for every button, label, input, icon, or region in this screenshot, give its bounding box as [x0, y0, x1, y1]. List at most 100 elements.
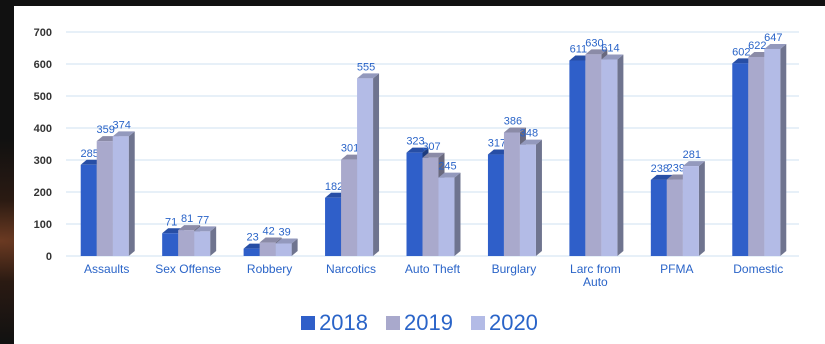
legend-swatch	[386, 316, 401, 330]
bar	[748, 56, 765, 257]
data-label: 602	[732, 46, 750, 58]
data-label: 555	[357, 61, 375, 73]
data-label: 647	[764, 32, 782, 44]
legend-label: 2018	[319, 310, 369, 335]
x-tick-label: Sex Offense	[155, 262, 221, 276]
data-label: 317	[488, 138, 506, 150]
y-tick-label: 600	[34, 59, 52, 71]
bar-top	[764, 43, 787, 49]
bar	[503, 132, 520, 256]
data-label: 23	[246, 232, 258, 244]
data-label: 301	[341, 143, 359, 155]
x-tick-label: PFMA	[660, 262, 693, 276]
bar-side	[454, 172, 461, 256]
data-label: 281	[683, 149, 701, 161]
bar-top	[601, 54, 624, 60]
x-tick-label: Auto Theft	[405, 262, 461, 276]
data-label: 245	[438, 161, 456, 173]
data-label: 285	[81, 148, 99, 160]
bar	[569, 60, 586, 257]
data-label: 307	[422, 141, 440, 153]
bar-top	[503, 127, 526, 133]
data-label: 71	[165, 216, 177, 228]
legend-item: 2020	[470, 310, 538, 336]
bar-top	[682, 161, 705, 167]
data-label: 386	[504, 115, 522, 127]
bar-top	[438, 172, 461, 178]
data-label: 611	[570, 43, 588, 55]
bar-top	[585, 49, 608, 55]
data-label: 42	[262, 226, 274, 238]
bar	[325, 197, 342, 256]
data-label: 239	[667, 163, 685, 175]
bar-top	[519, 139, 542, 145]
x-tick-label: Larc from Auto	[570, 262, 621, 289]
y-tick-label: 700	[34, 27, 52, 39]
bar-side	[535, 139, 542, 256]
bar	[259, 242, 276, 256]
y-tick-label: 200	[34, 187, 52, 199]
bar-side	[617, 54, 624, 256]
data-label: 39	[278, 227, 290, 239]
bar	[406, 152, 423, 256]
legend-label: 2019	[404, 310, 453, 335]
bar	[764, 48, 781, 257]
bar-top	[650, 174, 673, 180]
bar	[112, 136, 129, 256]
bar	[162, 233, 179, 256]
data-label: 238	[651, 163, 669, 175]
data-label: 77	[197, 214, 209, 226]
legend-swatch	[301, 316, 316, 330]
bar	[487, 154, 504, 256]
bar	[732, 63, 749, 256]
bar-side	[373, 73, 380, 257]
bar-top	[178, 225, 201, 231]
x-tick-label: Assaults	[84, 262, 129, 276]
bar-top	[112, 131, 135, 137]
bar-top	[194, 226, 217, 232]
data-label: 323	[406, 136, 424, 148]
bar-top	[406, 147, 429, 153]
bar-side	[291, 238, 298, 256]
bar	[438, 177, 455, 256]
legend-item: 2018	[301, 310, 368, 336]
bar-side	[128, 131, 135, 256]
data-label: 622	[748, 40, 766, 52]
bar	[519, 144, 536, 256]
bar-side	[210, 226, 217, 256]
bar	[585, 54, 602, 257]
bar-top	[259, 237, 282, 243]
bar	[357, 78, 374, 257]
bar	[80, 164, 97, 256]
x-tick-label: Burglary	[492, 262, 537, 276]
x-tick-label: Domestic	[733, 262, 783, 276]
bar-top	[357, 73, 380, 79]
bar	[178, 230, 195, 256]
legend-swatch	[470, 316, 485, 330]
bar	[194, 231, 211, 256]
y-tick-label: 300	[34, 155, 52, 167]
x-tick-label: Robbery	[247, 262, 292, 276]
data-label: 81	[181, 213, 193, 225]
y-tick-label: 0	[46, 251, 52, 263]
bar	[96, 141, 113, 256]
data-label: 374	[113, 119, 131, 131]
data-label: 359	[97, 124, 115, 136]
legend-label: 2020	[488, 310, 538, 335]
data-label: 348	[520, 128, 538, 140]
bar	[601, 59, 618, 256]
bar	[682, 166, 699, 256]
data-label: 630	[585, 37, 603, 49]
bar-top	[275, 238, 298, 244]
bar	[666, 179, 683, 256]
y-tick-label: 400	[34, 123, 52, 135]
bar	[243, 248, 260, 256]
bar	[341, 159, 358, 256]
bar-side	[780, 43, 787, 257]
chart-panel: 0 100 200 300 400 500 600 700 285 359 374 Assaults 7…	[14, 6, 825, 344]
y-tick-label: 500	[34, 91, 52, 103]
bar-side	[698, 161, 705, 256]
legend-item: 2019	[386, 310, 453, 336]
